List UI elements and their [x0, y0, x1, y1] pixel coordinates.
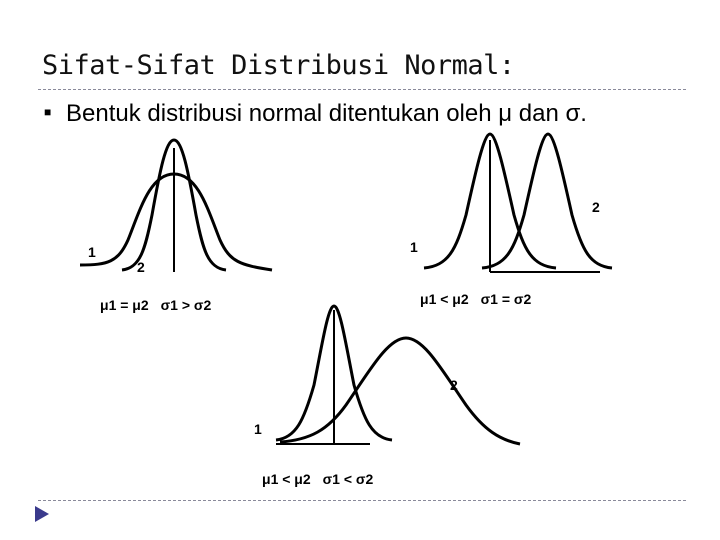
curve-1 — [79, 172, 273, 272]
panel-equal-mean: 1 2 μ1 = μ2 σ1 > σ2 — [79, 138, 273, 313]
curve-label-2: 2 — [450, 377, 458, 393]
curve-label-1: 1 — [254, 421, 262, 437]
relation-sigma: σ1 > σ2 — [161, 297, 212, 313]
curve-2 — [279, 336, 521, 446]
curve-2 — [121, 138, 227, 272]
relation-label: μ1 < μ2 σ1 = σ2 — [420, 291, 531, 307]
bullet-item: ■ Bentuk distribusi normal ditentukan ole… — [44, 100, 587, 128]
relation-mu: μ1 < μ2 — [262, 471, 311, 487]
bullet-text: Bentuk distribusi normal ditentukan oleh… — [66, 100, 587, 127]
curve-label-2: 2 — [592, 199, 600, 215]
bullet-square-icon: ■ — [44, 104, 52, 119]
curve-1 — [275, 304, 393, 442]
relation-label: μ1 = μ2 σ1 > σ2 — [100, 297, 211, 313]
relation-sigma: σ1 = σ2 — [481, 291, 532, 307]
curve-1 — [423, 132, 557, 270]
play-triangle-icon[interactable] — [35, 506, 49, 522]
relation-label: μ1 < μ2 σ1 < σ2 — [262, 471, 373, 487]
curve-label-1: 1 — [410, 239, 418, 255]
relation-sigma: σ1 < σ2 — [323, 471, 374, 487]
title-divider — [38, 89, 686, 90]
footer-divider — [38, 500, 686, 501]
curve-2 — [481, 132, 613, 270]
relation-mu: μ1 = μ2 — [100, 297, 149, 313]
curve-label-1: 1 — [88, 244, 96, 260]
panel-equal-sigma: 1 2 μ1 < μ2 σ1 = σ2 — [410, 132, 613, 307]
relation-mu: μ1 < μ2 — [420, 291, 469, 307]
panel-both-differ: 1 2 μ1 < μ2 σ1 < σ2 — [254, 304, 521, 487]
slide-title: Sifat-Sifat Distribusi Normal: — [42, 50, 515, 81]
curve-label-2: 2 — [137, 259, 145, 275]
